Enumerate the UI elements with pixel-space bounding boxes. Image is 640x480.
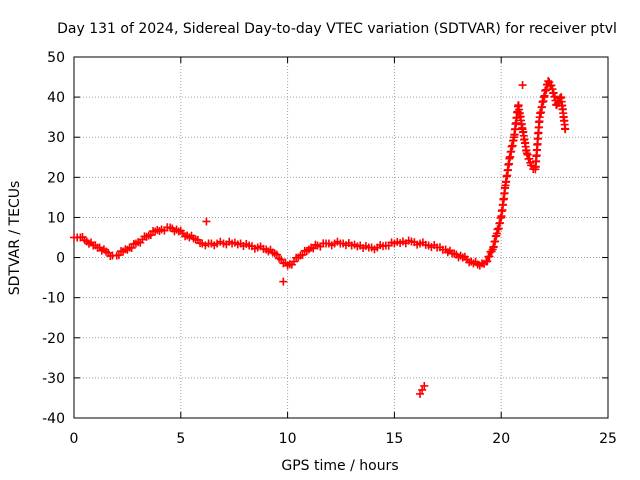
y-tick-label: -20: [42, 331, 65, 347]
x-tick-label: 20: [492, 431, 510, 447]
data-point: [518, 81, 527, 90]
data-point: [416, 389, 425, 398]
y-axis-label: SDTVAR / TECUs: [7, 181, 23, 296]
series-0: [70, 77, 570, 270]
data-point: [279, 277, 288, 286]
data-point: [202, 217, 211, 226]
y-tick-label: -30: [42, 371, 65, 387]
y-tick-label: -40: [42, 411, 65, 427]
data-points: [70, 77, 570, 398]
series-1: [202, 81, 527, 398]
x-axis-label: GPS time / hours: [281, 458, 398, 474]
data-point: [522, 149, 531, 158]
data-point: [127, 243, 136, 252]
chart-title: Day 131 of 2024, Sidereal Day-to-day VTE…: [57, 21, 617, 37]
y-tick-label: 0: [56, 251, 65, 267]
data-point: [485, 252, 494, 261]
y-tick-label: 20: [47, 170, 65, 186]
data-point: [561, 125, 570, 134]
y-tick-label: 10: [47, 210, 65, 226]
y-tick-label: -10: [42, 291, 65, 307]
x-tick-label: 0: [70, 431, 79, 447]
data-point: [544, 77, 553, 86]
x-tick-label: 15: [385, 431, 403, 447]
y-tick-label: 30: [47, 130, 65, 146]
data-point: [298, 250, 307, 259]
data-point: [547, 81, 556, 90]
data-point: [525, 154, 534, 163]
data-point: [114, 251, 123, 260]
data-point: [146, 231, 155, 240]
data-point: [523, 150, 532, 159]
data-point: [418, 385, 427, 394]
y-tick-label: 40: [47, 90, 65, 106]
x-tick-label: 10: [279, 431, 297, 447]
grid: [74, 57, 608, 418]
data-point: [420, 381, 429, 390]
y-tick-label: 50: [47, 50, 65, 66]
x-tick-label: 5: [176, 431, 185, 447]
ticks: 0 5 10 15 20 25 -40 -30 -20 -10 0 10 20 30 40 50: [42, 50, 617, 447]
data-point: [483, 257, 492, 266]
x-tick-label: 25: [599, 431, 617, 447]
